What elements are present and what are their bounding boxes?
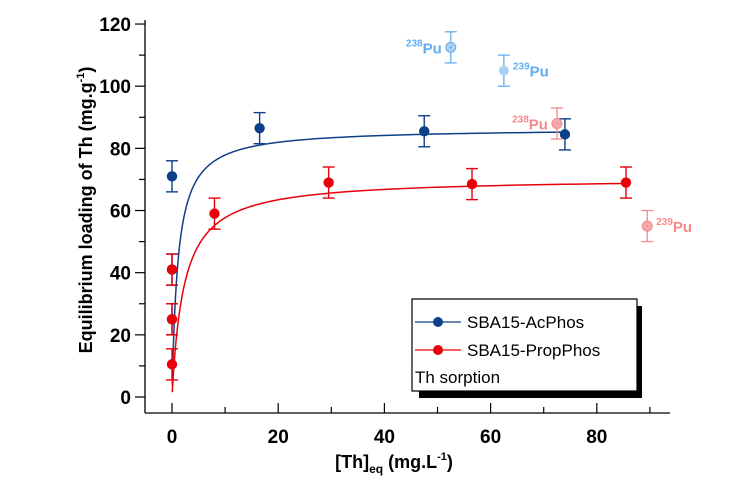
legend-label-acphos: SBA15-AcPhos <box>467 313 584 332</box>
marker <box>559 129 571 140</box>
pu-label-element: Pu <box>529 116 548 133</box>
marker <box>620 177 632 188</box>
x-axis-title-sub: eq <box>369 462 383 476</box>
data-point <box>418 115 431 148</box>
legend-note: Th sorption <box>415 368 500 387</box>
marker <box>498 65 509 76</box>
marker <box>166 171 178 182</box>
data-point <box>466 167 479 201</box>
x-tick-label: 60 <box>480 427 501 448</box>
x-axis-title-main: [Th] <box>335 452 369 472</box>
y-axis-title-sup: -1 <box>75 73 87 83</box>
data-point <box>322 166 335 199</box>
pu-label: 239Pu <box>513 62 549 81</box>
data-point <box>253 111 266 145</box>
x-axis-title-sup: -1 <box>437 451 447 463</box>
x-axis-title-rest: (mg.L <box>383 452 437 472</box>
data-point <box>558 118 571 151</box>
pu-label-element: Pu <box>423 40 442 57</box>
legend-entry-propphos: SBA15-PropPhos <box>415 341 600 360</box>
x-axis-title: [Th]eq (mg.L-1) <box>335 451 453 476</box>
data-point <box>620 166 633 199</box>
x-tick-label: 40 <box>374 427 395 448</box>
pu-annotation: 239Pu <box>641 209 692 243</box>
legend-label-propphos: SBA15-PropPhos <box>467 341 600 360</box>
y-tick-label: 120 <box>99 15 131 36</box>
marker-dot <box>555 122 558 125</box>
y-axis-title-end: ) <box>76 67 96 73</box>
y-axis-title-main: Equilibrium loading of Th (mg.g <box>76 82 96 353</box>
pu-label-isotope: 238 <box>406 38 423 49</box>
y-axis-title: Equilibrium loading of Th (mg.g-1) <box>75 67 96 354</box>
fit-curve-sba15-propphos <box>171 182 627 393</box>
marker <box>166 359 178 370</box>
marker <box>254 122 265 134</box>
marker <box>419 126 430 137</box>
data-point <box>166 160 178 193</box>
marker <box>323 177 334 188</box>
pu-label-isotope: 238 <box>512 114 529 125</box>
legend-entry-acphos: SBA15-AcPhos <box>415 313 584 332</box>
legend: SBA15-AcPhos SBA15-PropPhos Th sorption <box>411 298 642 398</box>
pu-annotation: 238Pu <box>512 107 563 140</box>
pu-label-isotope: 239 <box>513 62 530 73</box>
legend-marker-propphos <box>433 345 443 355</box>
marker-dot <box>449 46 452 49</box>
x-tick-label: 20 <box>268 427 289 448</box>
pu-label-element: Pu <box>673 219 692 236</box>
marker <box>166 314 178 325</box>
data-point <box>166 303 178 336</box>
x-axis-title-end: ) <box>447 452 453 472</box>
pu-label-isotope: 239 <box>656 217 673 228</box>
marker <box>166 264 178 275</box>
data-point <box>166 253 178 286</box>
pu-label: 239Pu <box>656 217 692 236</box>
y-tick-label: 0 <box>120 388 131 409</box>
pu-label: 238Pu <box>512 114 548 133</box>
y-tick-label: 40 <box>110 264 131 285</box>
data-point <box>208 197 221 230</box>
y-tick-label: 60 <box>110 202 131 223</box>
legend-box <box>411 298 638 392</box>
x-tick-label: 0 <box>167 427 178 448</box>
marker-dot <box>646 225 649 228</box>
pu-annotation: 238Pu <box>406 31 457 64</box>
y-tick-label: 100 <box>99 77 131 98</box>
y-tick-label: 80 <box>110 139 131 160</box>
pu-annotation: 239Pu <box>497 54 549 87</box>
data-point <box>166 348 178 381</box>
marker <box>466 178 478 190</box>
axes: 0 20 40 60 80 100 120 0 20 40 60 80 <box>99 15 670 448</box>
pu-label: 238Pu <box>406 38 442 57</box>
y-tick-label: 20 <box>110 326 131 347</box>
legend-marker-acphos <box>433 317 443 327</box>
x-tick-label: 80 <box>586 427 607 448</box>
marker <box>209 208 220 219</box>
data-points <box>166 111 633 381</box>
pu-label-element: Pu <box>530 64 549 81</box>
